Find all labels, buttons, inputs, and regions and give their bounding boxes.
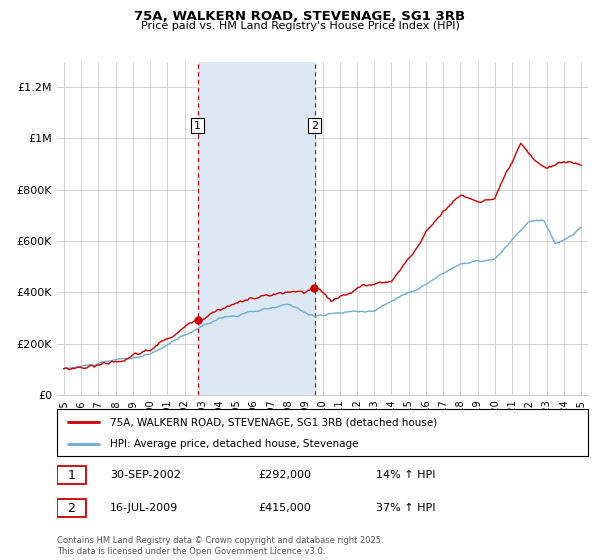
Text: 2: 2 (67, 502, 75, 515)
Bar (57, 499, 86, 517)
Text: Contains HM Land Registry data © Crown copyright and database right 2025.
This d: Contains HM Land Registry data © Crown c… (57, 536, 383, 556)
Text: 37% ↑ HPI: 37% ↑ HPI (376, 503, 435, 513)
Text: £292,000: £292,000 (259, 470, 312, 480)
Text: £415,000: £415,000 (259, 503, 311, 513)
Text: 30-SEP-2002: 30-SEP-2002 (110, 470, 181, 480)
Text: 1: 1 (67, 469, 75, 482)
Text: HPI: Average price, detached house, Stevenage: HPI: Average price, detached house, Stev… (110, 439, 359, 449)
Text: 14% ↑ HPI: 14% ↑ HPI (376, 470, 435, 480)
Bar (197, 62, 314, 395)
Text: 75A, WALKERN ROAD, STEVENAGE, SG1 3RB (detached house): 75A, WALKERN ROAD, STEVENAGE, SG1 3RB (d… (110, 417, 437, 427)
Text: Price paid vs. HM Land Registry's House Price Index (HPI): Price paid vs. HM Land Registry's House … (140, 21, 460, 31)
Text: 1: 1 (194, 120, 201, 130)
Text: 16-JUL-2009: 16-JUL-2009 (110, 503, 178, 513)
Text: 75A, WALKERN ROAD, STEVENAGE, SG1 3RB: 75A, WALKERN ROAD, STEVENAGE, SG1 3RB (134, 10, 466, 23)
Text: 2: 2 (311, 120, 318, 130)
Bar (57, 466, 86, 484)
